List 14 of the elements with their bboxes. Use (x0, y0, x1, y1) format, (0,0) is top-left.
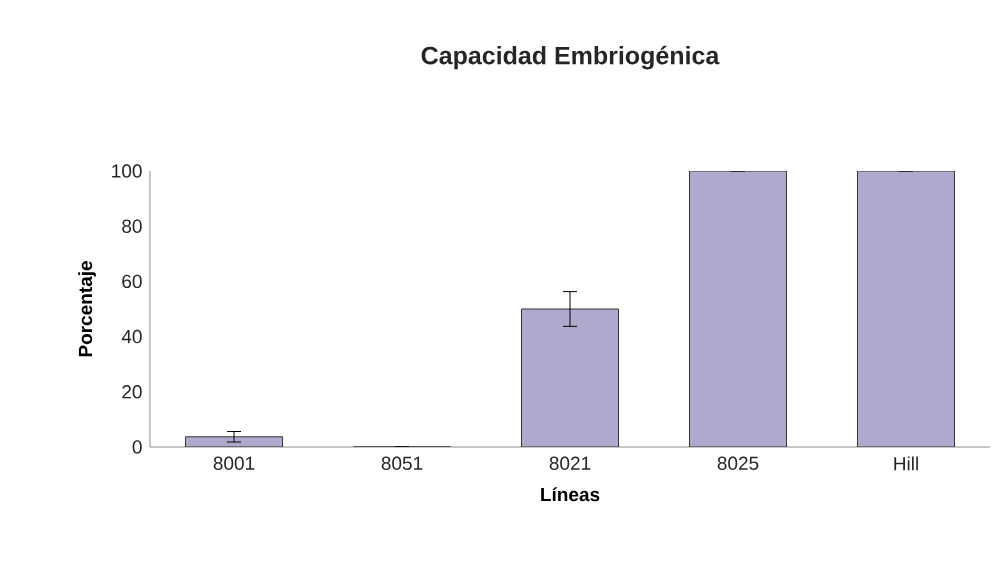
y-tick-label: 60 (122, 274, 142, 289)
y-tick-label: 80 (122, 219, 142, 233)
x-tick-label: 8051 (381, 456, 423, 470)
y-tick-label: 40 (121, 329, 142, 344)
y-tick-label: 20 (122, 385, 142, 399)
y-axis-title: Porcentaje (78, 261, 96, 357)
x-tick-label: Hill (894, 456, 918, 471)
x-axis-title: Líneas (541, 487, 600, 502)
x-tick-label: 8001 (213, 456, 255, 470)
chart-title: Capacidad Embriogénica (421, 45, 720, 70)
x-tick-label: 8025 (717, 456, 759, 470)
y-tick-label: 0 (132, 440, 142, 454)
x-tick-label: 8021 (549, 456, 591, 470)
y-tick-label: 100 (112, 164, 142, 178)
